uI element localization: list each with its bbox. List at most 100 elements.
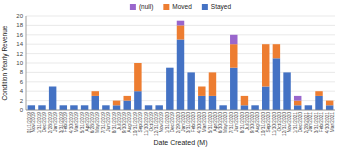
y-axis-title: Condition Yearly Revenue — [1, 25, 9, 100]
x-axis-title: Date Created (M) — [153, 139, 207, 147]
bar-segment — [241, 95, 248, 96]
bar-segment — [294, 101, 301, 106]
bar-segment — [92, 96, 99, 110]
bar-segment — [187, 72, 194, 73]
x-tick-line: Feb/2021 — [319, 112, 324, 133]
bar-segment — [177, 21, 184, 26]
bar-segment — [70, 105, 77, 106]
x-tick-line: Jun/2020 — [234, 112, 239, 132]
bar-segment — [145, 105, 152, 110]
x-tick-label: 11/30/2020Oct/2020 — [272, 112, 282, 136]
y-tick-label: 16 — [16, 32, 23, 38]
x-tick-line: Jan/2019 — [53, 112, 58, 132]
x-tick-line: Jan/2020 — [181, 112, 186, 132]
legend: (null)MovedStayed — [130, 3, 232, 11]
x-tick-label: 7/31/2020Jun/2020 — [229, 112, 239, 134]
x-tick-label: 12/31/2019Nov/2019 — [154, 112, 164, 136]
x-tick-line: Apr/2020 — [213, 112, 218, 132]
bar-segment — [326, 100, 333, 101]
bar-segment — [113, 101, 120, 106]
bar-segment — [134, 63, 141, 91]
x-tick-line: Dec/2020 — [298, 112, 303, 133]
bar-segment — [198, 96, 205, 110]
x-tick-label: 1/31/2021Dec/2020 — [293, 112, 303, 134]
bar-segment — [315, 96, 322, 110]
bar-segment — [262, 87, 269, 111]
x-tick-label: 4/30/2021Mar/2021 — [325, 112, 335, 134]
x-tick-line: Oct/2019 — [149, 112, 154, 132]
x-tick-line: Mar/2019 — [74, 112, 79, 133]
bar-segment — [134, 63, 141, 64]
bar-segment — [155, 105, 162, 110]
bar-segment — [283, 72, 290, 110]
x-tick-label: 6/30/2020May/2020 — [218, 112, 228, 134]
chart: 0246810121416182001/1/2019Nov/20191/31/2… — [0, 0, 339, 148]
bar-segment — [315, 91, 322, 96]
x-tick-label: 5/31/2020Apr/2020 — [208, 112, 218, 134]
bar-segment — [49, 86, 56, 87]
x-tick-line: Mar/2021 — [330, 112, 335, 133]
bar-segment — [294, 105, 301, 110]
x-tick-line: Jun/2019 — [106, 112, 111, 132]
x-tick-label: 2/28/2019Jan/2019 — [48, 112, 58, 134]
bar-segment — [49, 86, 56, 87]
bar-segment — [38, 105, 45, 106]
grid-line — [26, 16, 335, 17]
x-tick-label: 5/31/2019Apr/2019 — [80, 112, 90, 134]
bar-segment — [81, 105, 88, 110]
y-tick-label: 12 — [16, 51, 23, 57]
x-tick-label: 8/31/2020Jul/2020 — [240, 112, 250, 134]
y-tick-label: 14 — [16, 41, 23, 47]
x-tick-label: 6/28/2019May/2019 — [90, 112, 100, 134]
bar-segment — [92, 91, 99, 92]
bar-segment — [198, 87, 205, 96]
bar-segment — [28, 105, 35, 110]
x-tick-line: Feb/2020 — [191, 112, 196, 133]
x-tick-label: 2/29/2020Jan/2020 — [176, 112, 186, 134]
x-tick-label: 9/30/2019Aug/2019 — [122, 112, 132, 134]
x-tick-label: 7/31/2019Jun/2019 — [101, 112, 111, 134]
bar-segment — [283, 72, 290, 73]
bar-segment — [166, 67, 173, 68]
x-tick-label: 2/28/2021Jan/2021 — [304, 112, 314, 134]
bar-segment — [209, 72, 216, 73]
bar-segment — [123, 101, 130, 110]
bar-segment — [28, 105, 35, 106]
bar-segment — [251, 105, 258, 106]
bar-segment — [315, 91, 322, 92]
y-tick-label: 4 — [20, 88, 24, 94]
bar-segment — [326, 105, 333, 110]
x-tick-line: Dec/2019 — [170, 112, 175, 133]
x-tick-label: 1/31/2020Dec/2019 — [165, 112, 175, 134]
x-tick-line: Dec/2019 — [42, 112, 47, 133]
x-tick-label: 4/30/2019Mar/2019 — [69, 112, 79, 134]
x-tick-line: May/2020 — [223, 112, 228, 133]
y-tick-label: 18 — [16, 22, 23, 28]
x-tick-label: 10/31/2020Sep/2020 — [261, 112, 271, 136]
bar-segment — [219, 105, 226, 106]
bar-segment — [262, 44, 269, 45]
x-tick-line: Sep/2020 — [266, 112, 271, 133]
bar-segment — [283, 72, 290, 73]
x-tick-line: Feb/2019 — [63, 112, 68, 133]
bar-segment — [102, 105, 109, 110]
bar-segment — [230, 35, 237, 44]
bar-segment — [92, 91, 99, 96]
x-tick-line: May/2019 — [95, 112, 100, 133]
bar-segment — [134, 91, 141, 110]
bar-segment — [38, 105, 45, 110]
bar-segment — [251, 105, 258, 110]
y-tick-label: 20 — [16, 13, 23, 19]
x-tick-line: Sep/2019 — [138, 112, 143, 133]
bar-segment — [38, 105, 45, 106]
bar-segment — [262, 44, 269, 86]
x-tick-line: Aug/2020 — [255, 112, 260, 133]
x-tick-label: 1/31/2019Dec/2019 — [37, 112, 47, 134]
bar-segment — [241, 105, 248, 110]
bar-segment — [155, 105, 162, 106]
y-tick-label: 10 — [16, 60, 23, 66]
x-tick-line: Jul/2020 — [245, 112, 250, 130]
x-tick-label: 8/31/2019Jul/2019 — [112, 112, 122, 134]
x-tick-label: 3/31/2021Feb/2021 — [314, 112, 324, 134]
bar-segment — [209, 72, 216, 96]
